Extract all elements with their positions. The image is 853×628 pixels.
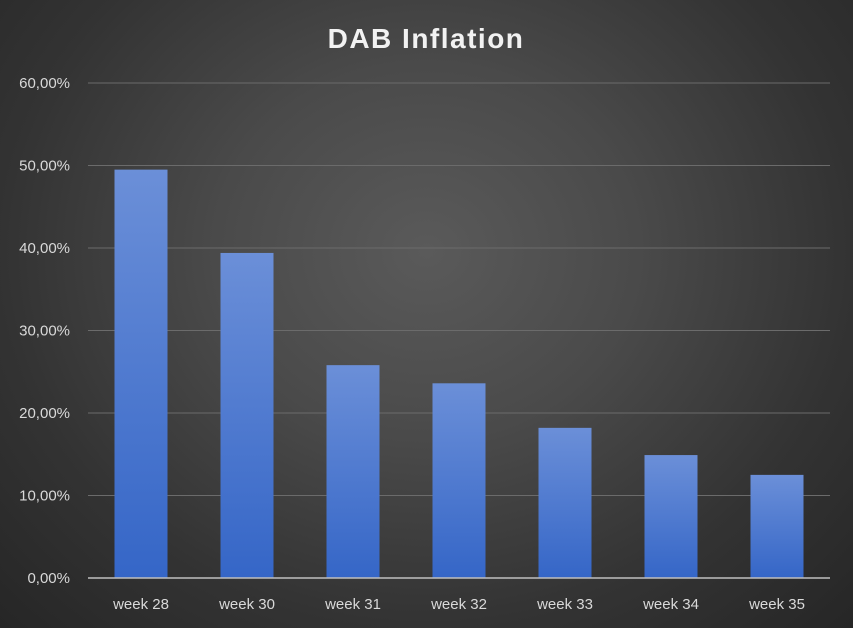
y-tick-label: 50,00% bbox=[19, 158, 70, 175]
y-tick-label: 30,00% bbox=[19, 323, 70, 340]
x-tick-label: week 30 bbox=[218, 596, 275, 613]
bar-week-33 bbox=[538, 427, 592, 578]
bar-week-34 bbox=[644, 455, 698, 578]
y-tick-label: 0,00% bbox=[27, 570, 70, 587]
chart-title: DAB Inflation bbox=[328, 23, 525, 54]
bar-week-30 bbox=[220, 252, 274, 578]
bar-week-31 bbox=[326, 365, 380, 578]
x-tick-label: week 32 bbox=[430, 596, 487, 613]
bars bbox=[114, 169, 804, 578]
bar-week-35 bbox=[750, 474, 804, 578]
x-tick-label: week 35 bbox=[748, 596, 805, 613]
bar-week-32 bbox=[432, 383, 486, 578]
y-tick-label: 20,00% bbox=[19, 405, 70, 422]
x-tick-label: week 28 bbox=[112, 596, 169, 613]
x-axis-ticks: week 28 week 30 week 31 week 32 week 33 week … bbox=[112, 596, 805, 613]
y-tick-label: 10,00% bbox=[19, 488, 70, 505]
y-axis-ticks: 0,00% 10,00% 20,00% 30,00% 40,00% 50,00% 60,00… bbox=[19, 75, 70, 587]
x-tick-label: week 31 bbox=[324, 596, 381, 613]
y-tick-label: 40,00% bbox=[19, 240, 70, 257]
x-tick-label: week 33 bbox=[536, 596, 593, 613]
x-tick-label: week 34 bbox=[642, 596, 699, 613]
y-tick-label: 60,00% bbox=[19, 75, 70, 92]
gridlines bbox=[88, 82, 830, 496]
bar-week-28 bbox=[114, 169, 168, 578]
